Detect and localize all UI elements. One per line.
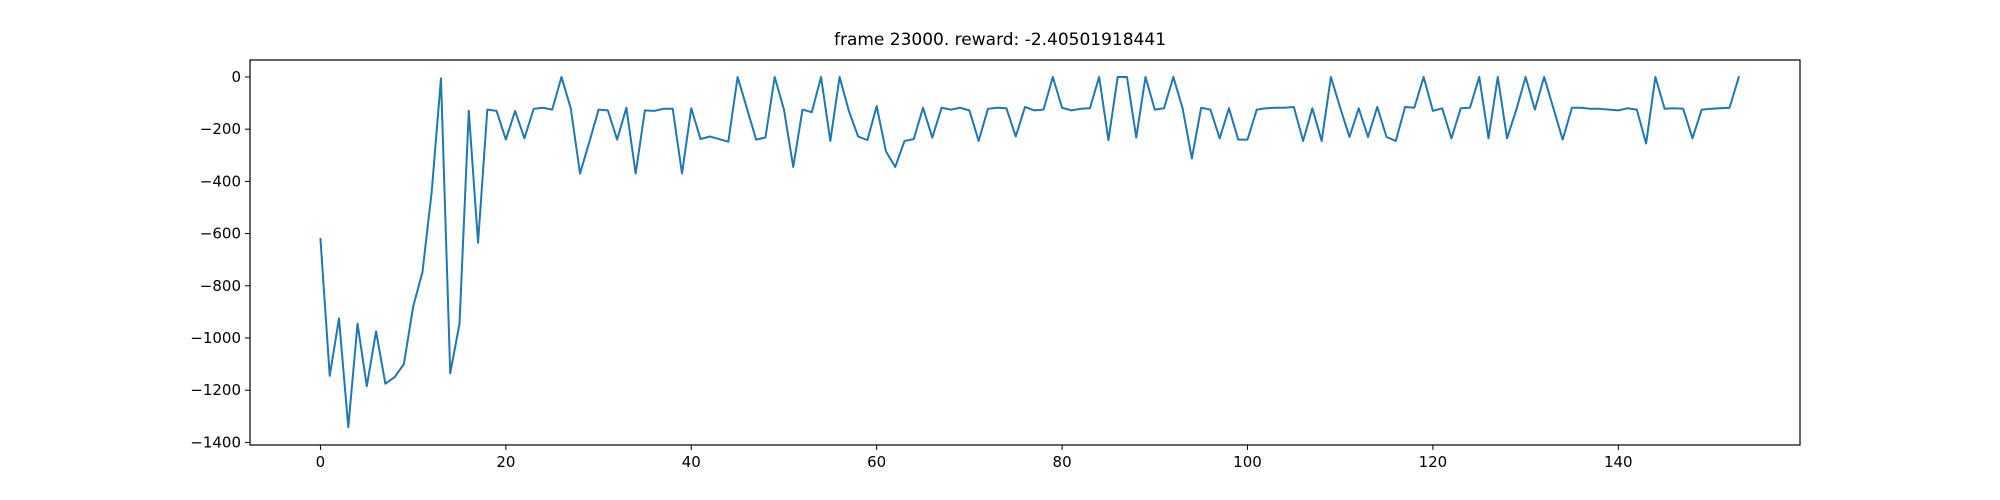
x-tick-label: 80	[1053, 453, 1072, 471]
y-tick-label: −1400	[190, 433, 241, 451]
y-tick-label: −1000	[190, 329, 241, 347]
chart-title: frame 23000. reward: -2.40501918441	[834, 30, 1166, 50]
series-line	[319, 75, 1740, 429]
plot-frame	[249, 59, 1801, 446]
y-tick-label: −600	[200, 225, 241, 243]
x-tick-label: 0	[316, 453, 326, 471]
axis-ticks: 0 20 40 60 80 100 120 140 0 −200 −400 −600 −800 −1000…	[190, 68, 1632, 471]
y-tick-label: −800	[200, 277, 241, 295]
x-tick-label: 100	[1233, 453, 1262, 471]
y-tick-label: −1200	[190, 381, 241, 399]
y-tick-label: 0	[231, 68, 241, 86]
x-tick-label: 60	[867, 453, 886, 471]
x-tick-label: 40	[682, 453, 701, 471]
y-tick-label: −400	[200, 172, 241, 190]
x-tick-label: 120	[1419, 453, 1448, 471]
y-tick-label: −200	[200, 120, 241, 138]
x-tick-label: 20	[496, 453, 515, 471]
x-tick-label: 140	[1604, 453, 1633, 471]
